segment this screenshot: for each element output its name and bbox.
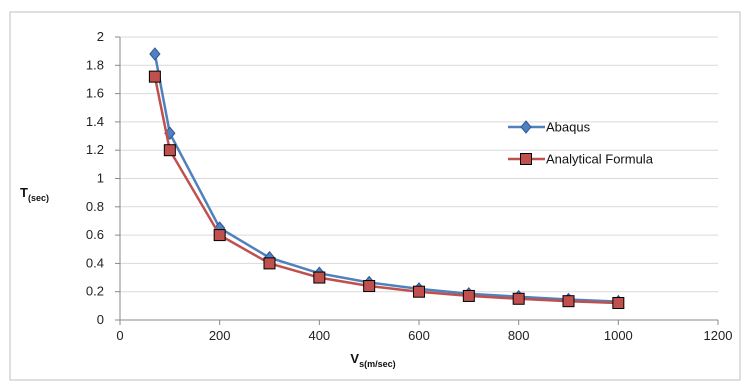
y-tick-label: 1.8 bbox=[86, 57, 104, 72]
y-axis-title: T(sec) bbox=[20, 185, 49, 203]
y-tick-label: 0.2 bbox=[86, 284, 104, 299]
data-point bbox=[313, 271, 326, 284]
legend-label: Abaqus bbox=[546, 120, 591, 135]
series-1 bbox=[148, 70, 625, 310]
legend-item: Analytical Formula bbox=[508, 152, 654, 167]
x-tick-labels: 0 200 400 600 800 1000 1200 bbox=[116, 328, 732, 343]
y-tick-label: 1.2 bbox=[86, 142, 104, 157]
y-tick-label: 0.4 bbox=[86, 255, 104, 270]
y-tick-label: 1.4 bbox=[86, 114, 104, 129]
x-tick-label: 1000 bbox=[604, 328, 633, 343]
y-tick-label: 2 bbox=[97, 29, 104, 44]
legend-marker bbox=[520, 153, 532, 165]
data-point bbox=[413, 285, 425, 298]
data-point bbox=[149, 47, 161, 61]
data-point bbox=[163, 144, 176, 157]
y-tick-label: 0.8 bbox=[86, 199, 104, 214]
data-point bbox=[512, 292, 525, 305]
legend: Abaqus Analytical Formula bbox=[508, 120, 654, 167]
x-tick-label: 400 bbox=[308, 328, 330, 343]
y-tick-label: 0.6 bbox=[86, 227, 104, 242]
chart-border bbox=[9, 11, 741, 381]
legend-marker bbox=[520, 120, 532, 134]
axes bbox=[119, 37, 719, 325]
y-tick-label: 0 bbox=[97, 312, 104, 327]
y-tick-labels: 0 0.2 0.4 0.6 0.8 1 1.2 1.4 1.6 1.8 2 bbox=[86, 29, 104, 327]
legend-item: Abaqus bbox=[508, 120, 591, 135]
x-tick-label: 1200 bbox=[704, 328, 733, 343]
data-point bbox=[612, 297, 625, 310]
series bbox=[148, 47, 625, 310]
data-point bbox=[562, 295, 575, 308]
legend-label: Analytical Formula bbox=[546, 152, 654, 167]
x-tick-label: 0 bbox=[116, 328, 123, 343]
data-point bbox=[213, 229, 226, 242]
x-tick-label: 800 bbox=[508, 328, 530, 343]
data-point bbox=[263, 257, 276, 270]
x-tick-label: 600 bbox=[408, 328, 430, 343]
x-tick-label: 200 bbox=[209, 328, 231, 343]
y-tick-label: 1.6 bbox=[86, 86, 104, 101]
data-point bbox=[462, 289, 475, 302]
data-point bbox=[148, 70, 161, 83]
y-tick-label: 1 bbox=[97, 171, 104, 186]
data-point bbox=[363, 280, 376, 293]
grid-lines bbox=[115, 36, 718, 321]
x-axis-title: Vs(m/sec) bbox=[350, 351, 395, 369]
